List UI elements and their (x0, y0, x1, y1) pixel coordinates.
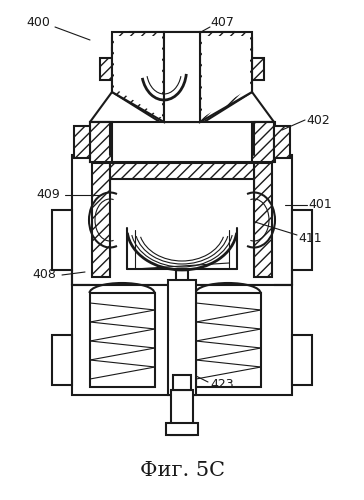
Bar (90, 122, 112, 162)
Text: 411: 411 (298, 232, 322, 244)
Bar (92, 163, 110, 277)
Bar (110, 163, 254, 179)
Bar (72, 285, 292, 395)
Bar (168, 280, 196, 395)
Bar (166, 423, 198, 435)
Bar (112, 38, 130, 50)
Bar (52, 210, 72, 270)
Bar (100, 58, 112, 80)
Text: Фиг. 5C: Фиг. 5C (139, 460, 225, 479)
Polygon shape (114, 36, 162, 118)
Bar (90, 293, 155, 387)
Text: 409: 409 (36, 188, 60, 202)
Bar (234, 38, 252, 50)
Polygon shape (164, 32, 200, 122)
Bar (196, 293, 261, 387)
Bar (173, 375, 191, 390)
Text: 408: 408 (32, 268, 56, 281)
Bar (252, 122, 274, 162)
Text: 407: 407 (210, 16, 234, 28)
Bar (252, 58, 264, 80)
Text: 400: 400 (26, 16, 50, 28)
Text: 401: 401 (308, 198, 332, 211)
Bar (292, 210, 312, 270)
Bar (130, 32, 234, 50)
Bar (171, 390, 193, 435)
Bar (292, 335, 312, 385)
Bar (74, 126, 90, 158)
Polygon shape (112, 32, 164, 122)
Polygon shape (200, 32, 252, 122)
Polygon shape (202, 36, 250, 118)
Bar (254, 163, 272, 277)
Bar (90, 122, 275, 162)
Bar (274, 126, 290, 158)
Text: 423: 423 (210, 378, 234, 392)
Bar (72, 155, 292, 285)
Bar (52, 335, 72, 385)
Bar (112, 48, 252, 92)
Text: 402: 402 (306, 114, 330, 126)
